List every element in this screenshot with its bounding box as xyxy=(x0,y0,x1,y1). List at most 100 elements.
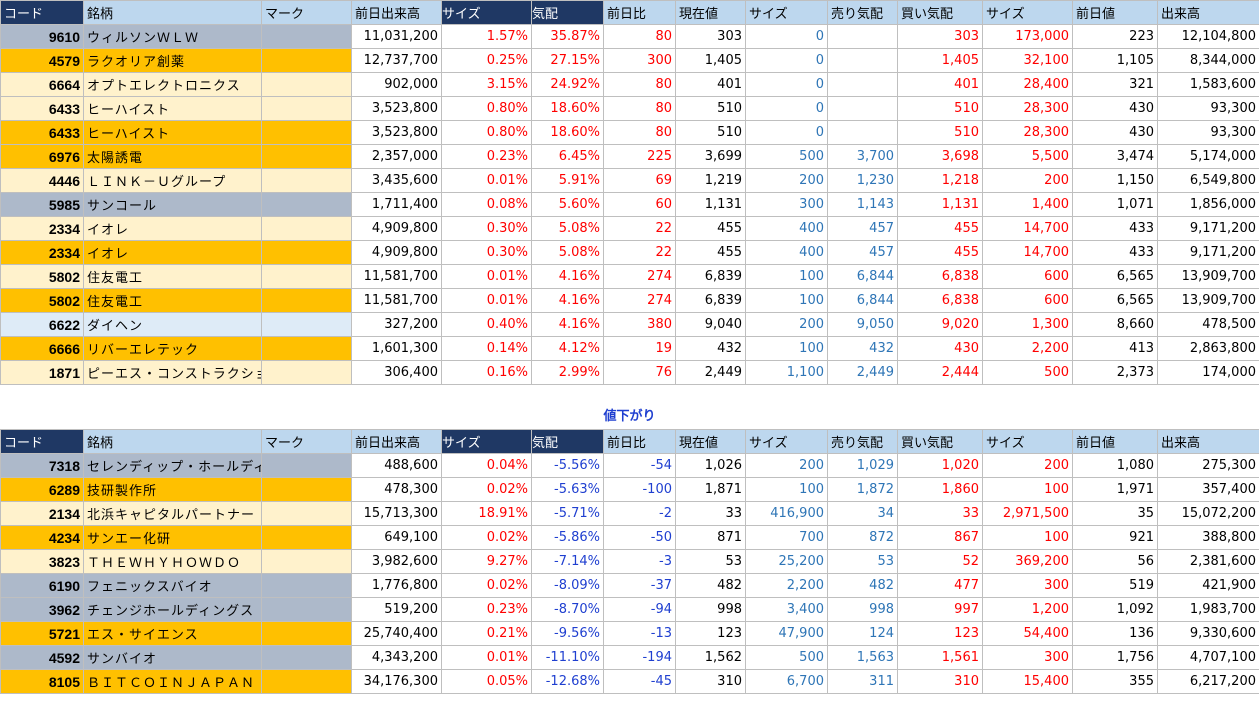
size-1-cell[interactable]: 0 xyxy=(745,120,828,145)
size-2-cell[interactable]: 32,100 xyxy=(982,48,1073,73)
stock-name-cell[interactable]: 北浜キャピタルパートナー xyxy=(83,501,262,526)
bid-cell[interactable]: 1,561 xyxy=(897,645,983,670)
volume-cell[interactable]: 1,983,700 xyxy=(1157,597,1259,622)
table-row[interactable]: 9610 ウィルソンＷＬＷ 11,031,200 1.57% 35.87% 80 303 0 3… xyxy=(0,24,1259,49)
size-1-cell[interactable]: 500 xyxy=(745,645,828,670)
price-cell[interactable]: 871 xyxy=(675,525,746,550)
price-cell[interactable]: 53 xyxy=(675,549,746,574)
code-cell[interactable]: 6433 xyxy=(0,120,84,145)
volume-cell[interactable]: 4,707,100 xyxy=(1157,645,1259,670)
size-1-cell[interactable]: 100 xyxy=(745,288,828,313)
mark-cell[interactable] xyxy=(261,264,352,289)
table-row[interactable]: 3962 チェンジホールディングス 519,200 0.23% -8.70% -94 998… xyxy=(0,597,1259,622)
prev-volume-cell[interactable]: 2,357,000 xyxy=(351,144,442,169)
prev-volume-cell[interactable]: 34,176,300 xyxy=(351,669,442,694)
ask-cell[interactable] xyxy=(827,120,898,145)
size-2-cell[interactable]: 500 xyxy=(982,360,1073,385)
volume-cell[interactable]: 1,583,600 xyxy=(1157,72,1259,97)
price-cell[interactable]: 1,026 xyxy=(675,453,746,478)
header-prev-volume[interactable]: 前日出来高 xyxy=(351,429,442,454)
stock-name-cell[interactable]: オプトエレクトロニクス xyxy=(83,72,262,97)
stock-name-cell[interactable]: 住友電工 xyxy=(83,288,262,313)
bid-cell[interactable]: 477 xyxy=(897,573,983,598)
prev-volume-cell[interactable]: 3,435,600 xyxy=(351,168,442,193)
ask-cell[interactable]: 6,844 xyxy=(827,288,898,313)
prev-price-cell[interactable]: 1,092 xyxy=(1072,597,1158,622)
prev-price-cell[interactable]: 921 xyxy=(1072,525,1158,550)
size-pct-cell[interactable]: 3.15% xyxy=(441,72,532,97)
change-cell[interactable]: -37 xyxy=(603,573,676,598)
header-bid[interactable]: 買い気配 xyxy=(897,429,983,454)
ask-cell[interactable]: 432 xyxy=(827,336,898,361)
table-row[interactable]: 2134 北浜キャピタルパートナー 15,713,300 18.91% -5.71% -2… xyxy=(0,501,1259,526)
prev-price-cell[interactable]: 1,971 xyxy=(1072,477,1158,502)
size-pct-cell[interactable]: 0.30% xyxy=(441,216,532,241)
size-2-cell[interactable]: 300 xyxy=(982,645,1073,670)
price-cell[interactable]: 2,449 xyxy=(675,360,746,385)
price-cell[interactable]: 1,131 xyxy=(675,192,746,217)
kehai-cell[interactable]: -5.63% xyxy=(531,477,604,502)
prev-volume-cell[interactable]: 1,776,800 xyxy=(351,573,442,598)
stock-name-cell[interactable]: イオレ xyxy=(83,240,262,265)
size-2-cell[interactable]: 600 xyxy=(982,288,1073,313)
stock-name-cell[interactable]: サンコール xyxy=(83,192,262,217)
price-cell[interactable]: 401 xyxy=(675,72,746,97)
header-prev-price[interactable]: 前日値 xyxy=(1072,429,1158,454)
size-2-cell[interactable]: 28,300 xyxy=(982,96,1073,121)
volume-cell[interactable]: 2,381,600 xyxy=(1157,549,1259,574)
table-row[interactable]: 5802 住友電工 11,581,700 0.01% 4.16% 274 6,839 100 6… xyxy=(0,288,1259,313)
bid-cell[interactable]: 455 xyxy=(897,240,983,265)
price-cell[interactable]: 6,839 xyxy=(675,288,746,313)
header-change[interactable]: 前日比 xyxy=(603,0,676,25)
prev-volume-cell[interactable]: 327,200 xyxy=(351,312,442,337)
header-price[interactable]: 現在値 xyxy=(675,0,746,25)
code-cell[interactable]: 2334 xyxy=(0,216,84,241)
kehai-cell[interactable]: 35.87% xyxy=(531,24,604,49)
size-1-cell[interactable]: 200 xyxy=(745,168,828,193)
bid-cell[interactable]: 1,405 xyxy=(897,48,983,73)
stock-name-cell[interactable]: 太陽誘電 xyxy=(83,144,262,169)
prev-price-cell[interactable]: 8,660 xyxy=(1072,312,1158,337)
kehai-cell[interactable]: -5.86% xyxy=(531,525,604,550)
prev-price-cell[interactable]: 1,105 xyxy=(1072,48,1158,73)
mark-cell[interactable] xyxy=(261,48,352,73)
size-2-cell[interactable]: 100 xyxy=(982,525,1073,550)
code-cell[interactable]: 6433 xyxy=(0,96,84,121)
bid-cell[interactable]: 9,020 xyxy=(897,312,983,337)
volume-cell[interactable]: 15,072,200 xyxy=(1157,501,1259,526)
change-cell[interactable]: -194 xyxy=(603,645,676,670)
prev-volume-cell[interactable]: 3,982,600 xyxy=(351,549,442,574)
size-2-cell[interactable]: 1,200 xyxy=(982,597,1073,622)
price-cell[interactable]: 3,699 xyxy=(675,144,746,169)
mark-cell[interactable] xyxy=(261,453,352,478)
ask-cell[interactable]: 1,143 xyxy=(827,192,898,217)
mark-cell[interactable] xyxy=(261,120,352,145)
header-size-pct[interactable]: サイズ xyxy=(441,429,532,454)
mark-cell[interactable] xyxy=(261,288,352,313)
kehai-cell[interactable]: -5.71% xyxy=(531,501,604,526)
prev-price-cell[interactable]: 1,071 xyxy=(1072,192,1158,217)
header-volume[interactable]: 出来高 xyxy=(1157,0,1259,25)
kehai-cell[interactable]: 6.45% xyxy=(531,144,604,169)
code-cell[interactable]: 6289 xyxy=(0,477,84,502)
price-cell[interactable]: 6,839 xyxy=(675,264,746,289)
table-row[interactable]: 6433 ヒーハイスト 3,523,800 0.80% 18.60% 80 510 0 510 2… xyxy=(0,120,1259,145)
header-kehai[interactable]: 気配 xyxy=(531,429,604,454)
bid-cell[interactable]: 1,131 xyxy=(897,192,983,217)
stock-name-cell[interactable]: チェンジホールディングス xyxy=(83,597,262,622)
prev-volume-cell[interactable]: 11,581,700 xyxy=(351,288,442,313)
prev-volume-cell[interactable]: 11,581,700 xyxy=(351,264,442,289)
bid-cell[interactable]: 2,444 xyxy=(897,360,983,385)
header-volume[interactable]: 出来高 xyxy=(1157,429,1259,454)
ask-cell[interactable]: 311 xyxy=(827,669,898,694)
kehai-cell[interactable]: 4.16% xyxy=(531,264,604,289)
table-row[interactable]: 5985 サンコール 1,711,400 0.08% 5.60% 60 1,131 300 1,… xyxy=(0,192,1259,217)
change-cell[interactable]: 300 xyxy=(603,48,676,73)
code-cell[interactable]: 3962 xyxy=(0,597,84,622)
prev-price-cell[interactable]: 519 xyxy=(1072,573,1158,598)
size-2-cell[interactable]: 369,200 xyxy=(982,549,1073,574)
bid-cell[interactable]: 1,020 xyxy=(897,453,983,478)
size-2-cell[interactable]: 1,400 xyxy=(982,192,1073,217)
size-pct-cell[interactable]: 9.27% xyxy=(441,549,532,574)
price-cell[interactable]: 303 xyxy=(675,24,746,49)
